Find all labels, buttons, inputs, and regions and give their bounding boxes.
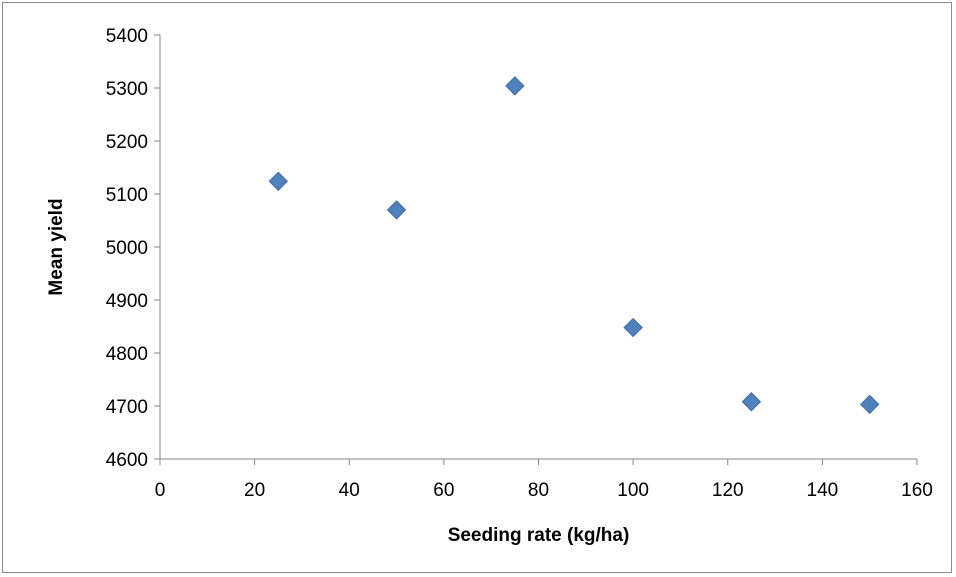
x-tick-label: 20 [244, 480, 265, 501]
data-point [623, 317, 643, 338]
x-tick-label: 0 [155, 480, 166, 501]
y-tick-label: 5000 [106, 238, 148, 259]
data-point [741, 392, 762, 412]
x-tick-label: 140 [807, 480, 839, 501]
x-tick-label: 40 [339, 480, 360, 501]
axes [159, 35, 917, 460]
y-tick-label: 5400 [106, 26, 148, 47]
y-axis-ticks: 4600 4700 4800 4900 5000 5100 5200 5300 5400 [106, 26, 160, 471]
x-tick-label: 100 [617, 480, 649, 501]
y-tick-label: 4900 [106, 291, 148, 312]
y-tick-label: 4700 [106, 397, 148, 418]
data-point [386, 200, 407, 220]
y-axis-title: Mean yield [46, 198, 67, 295]
x-tick-label: 80 [528, 480, 549, 501]
y-tick-label: 4800 [106, 344, 148, 365]
x-tick-label: 120 [712, 480, 744, 501]
x-tick-label: 160 [901, 480, 933, 501]
y-tick-label: 5200 [106, 132, 148, 153]
data-point [505, 76, 525, 96]
y-tick-label: 4600 [106, 450, 148, 471]
data-point [268, 171, 288, 191]
x-axis-title: Seeding rate (kg/ha) [448, 525, 630, 546]
data-point [859, 394, 880, 415]
x-tick-label: 60 [433, 480, 454, 501]
x-axis-ticks: 0 20 40 60 80 100 120 140 160 [155, 459, 933, 501]
y-tick-label: 5300 [106, 79, 148, 100]
y-tick-label: 5100 [106, 185, 148, 206]
data-points [268, 76, 880, 415]
